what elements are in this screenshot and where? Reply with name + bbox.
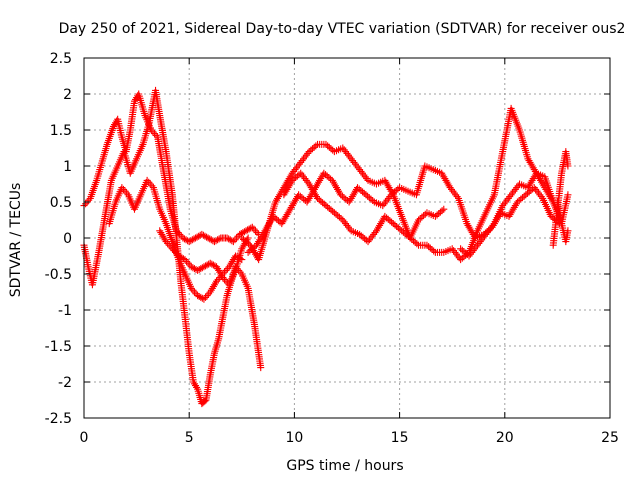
x-tick-label: 20 <box>496 430 514 446</box>
y-tick-labels: -2.5 -2 -1.5 -1 -0.5 0 0.5 1 1.5 2 2.5 <box>45 51 72 427</box>
data-point-marker <box>312 142 320 150</box>
series-track-8 <box>457 169 572 260</box>
data-point-marker <box>564 162 572 170</box>
data-point-marker <box>430 247 438 255</box>
y-tick-label: 1 <box>63 159 72 175</box>
y-tick-label: -2 <box>58 375 72 391</box>
data-point-marker <box>257 364 265 372</box>
y-tick-label: -1 <box>58 303 72 319</box>
x-tick-labels: 0 5 10 15 20 25 <box>80 430 619 446</box>
data-series-layer <box>80 86 572 408</box>
data-point-marker <box>201 397 209 405</box>
x-tick-label: 0 <box>80 430 89 446</box>
data-point-marker <box>198 294 206 302</box>
x-tick-label: 5 <box>185 430 194 446</box>
x-tick-label: 15 <box>391 430 409 446</box>
y-tick-label: -0.5 <box>45 267 72 283</box>
data-point-marker <box>184 259 192 267</box>
x-axis-label: GPS time / hours <box>286 458 403 474</box>
x-tick-label: 10 <box>285 430 303 446</box>
data-point-marker <box>190 288 198 296</box>
data-point-marker <box>413 240 421 248</box>
data-point-marker <box>215 235 223 243</box>
data-point-marker <box>228 237 236 245</box>
series-track-1 <box>80 90 263 246</box>
data-point-marker <box>250 225 258 233</box>
y-tick-label: -2.5 <box>45 411 72 427</box>
data-point-marker <box>369 197 377 205</box>
data-point-marker <box>182 236 190 244</box>
series-track-7 <box>280 169 448 246</box>
data-point-marker <box>190 265 198 273</box>
data-point-marker <box>231 236 239 244</box>
data-point-marker <box>337 215 345 223</box>
data-point-marker <box>214 236 222 244</box>
data-point-marker <box>438 207 446 215</box>
data-point-marker <box>247 224 255 232</box>
data-point-marker <box>440 205 448 213</box>
data-point-marker <box>209 261 217 269</box>
data-point-marker <box>82 200 90 208</box>
data-point-marker <box>150 130 158 138</box>
data-point-marker <box>222 266 230 274</box>
y-tick-label: 2 <box>63 87 72 103</box>
data-point-marker <box>564 191 572 199</box>
y-axis-label: SDTVAR / TECUs <box>8 183 24 298</box>
data-point-marker <box>564 227 572 235</box>
data-point-marker <box>253 229 261 237</box>
y-tick-label: 2.5 <box>50 51 72 67</box>
data-point-marker <box>202 293 210 301</box>
x-tick-label: 25 <box>601 430 619 446</box>
series-track-5 <box>238 104 557 264</box>
y-tick-label: 1.5 <box>50 123 72 139</box>
y-tick-label: 0 <box>63 231 72 247</box>
y-tick-label: 0.5 <box>50 195 72 211</box>
chart-title: Day 250 of 2021, Sidereal Day-to-day VTE… <box>59 21 626 37</box>
series-track-10 <box>553 198 572 246</box>
axis-ticks <box>83 57 611 419</box>
y-tick-label: -1.5 <box>45 339 72 355</box>
series-track-4 <box>156 227 252 289</box>
